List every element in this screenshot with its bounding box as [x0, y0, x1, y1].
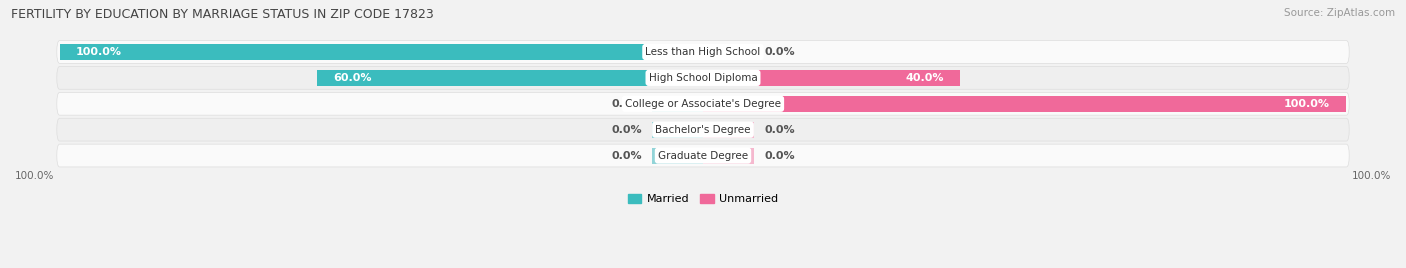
Text: Bachelor's Degree: Bachelor's Degree [655, 125, 751, 135]
Bar [703, 70, 960, 86]
Text: College or Associate's Degree: College or Associate's Degree [626, 99, 780, 109]
Text: FERTILITY BY EDUCATION BY MARRIAGE STATUS IN ZIP CODE 17823: FERTILITY BY EDUCATION BY MARRIAGE STATU… [11, 8, 434, 21]
Legend: Married, Unmarried: Married, Unmarried [623, 189, 783, 209]
Text: 100.0%: 100.0% [1351, 170, 1391, 181]
Bar [318, 70, 703, 86]
Text: 0.0%: 0.0% [612, 151, 643, 161]
Text: Source: ZipAtlas.com: Source: ZipAtlas.com [1284, 8, 1395, 18]
FancyBboxPatch shape [56, 66, 1350, 89]
Text: 100.0%: 100.0% [1284, 99, 1330, 109]
Text: 100.0%: 100.0% [15, 170, 55, 181]
Bar [60, 44, 703, 60]
Text: High School Diploma: High School Diploma [648, 73, 758, 83]
Text: Less than High School: Less than High School [645, 47, 761, 57]
FancyBboxPatch shape [56, 92, 1350, 115]
Bar [651, 147, 703, 163]
Bar [703, 122, 755, 138]
Text: 60.0%: 60.0% [333, 73, 371, 83]
Bar [703, 44, 755, 60]
Text: 0.0%: 0.0% [763, 125, 794, 135]
Bar [703, 96, 1346, 112]
FancyBboxPatch shape [56, 118, 1350, 141]
Text: Graduate Degree: Graduate Degree [658, 151, 748, 161]
Text: 0.0%: 0.0% [612, 125, 643, 135]
FancyBboxPatch shape [56, 40, 1350, 63]
Text: 100.0%: 100.0% [76, 47, 122, 57]
Text: 0.0%: 0.0% [763, 47, 794, 57]
Bar [651, 122, 703, 138]
Bar [703, 147, 755, 163]
Text: 40.0%: 40.0% [905, 73, 943, 83]
Text: 0.0%: 0.0% [612, 99, 643, 109]
Bar [651, 96, 703, 112]
Text: 0.0%: 0.0% [763, 151, 794, 161]
FancyBboxPatch shape [56, 144, 1350, 167]
